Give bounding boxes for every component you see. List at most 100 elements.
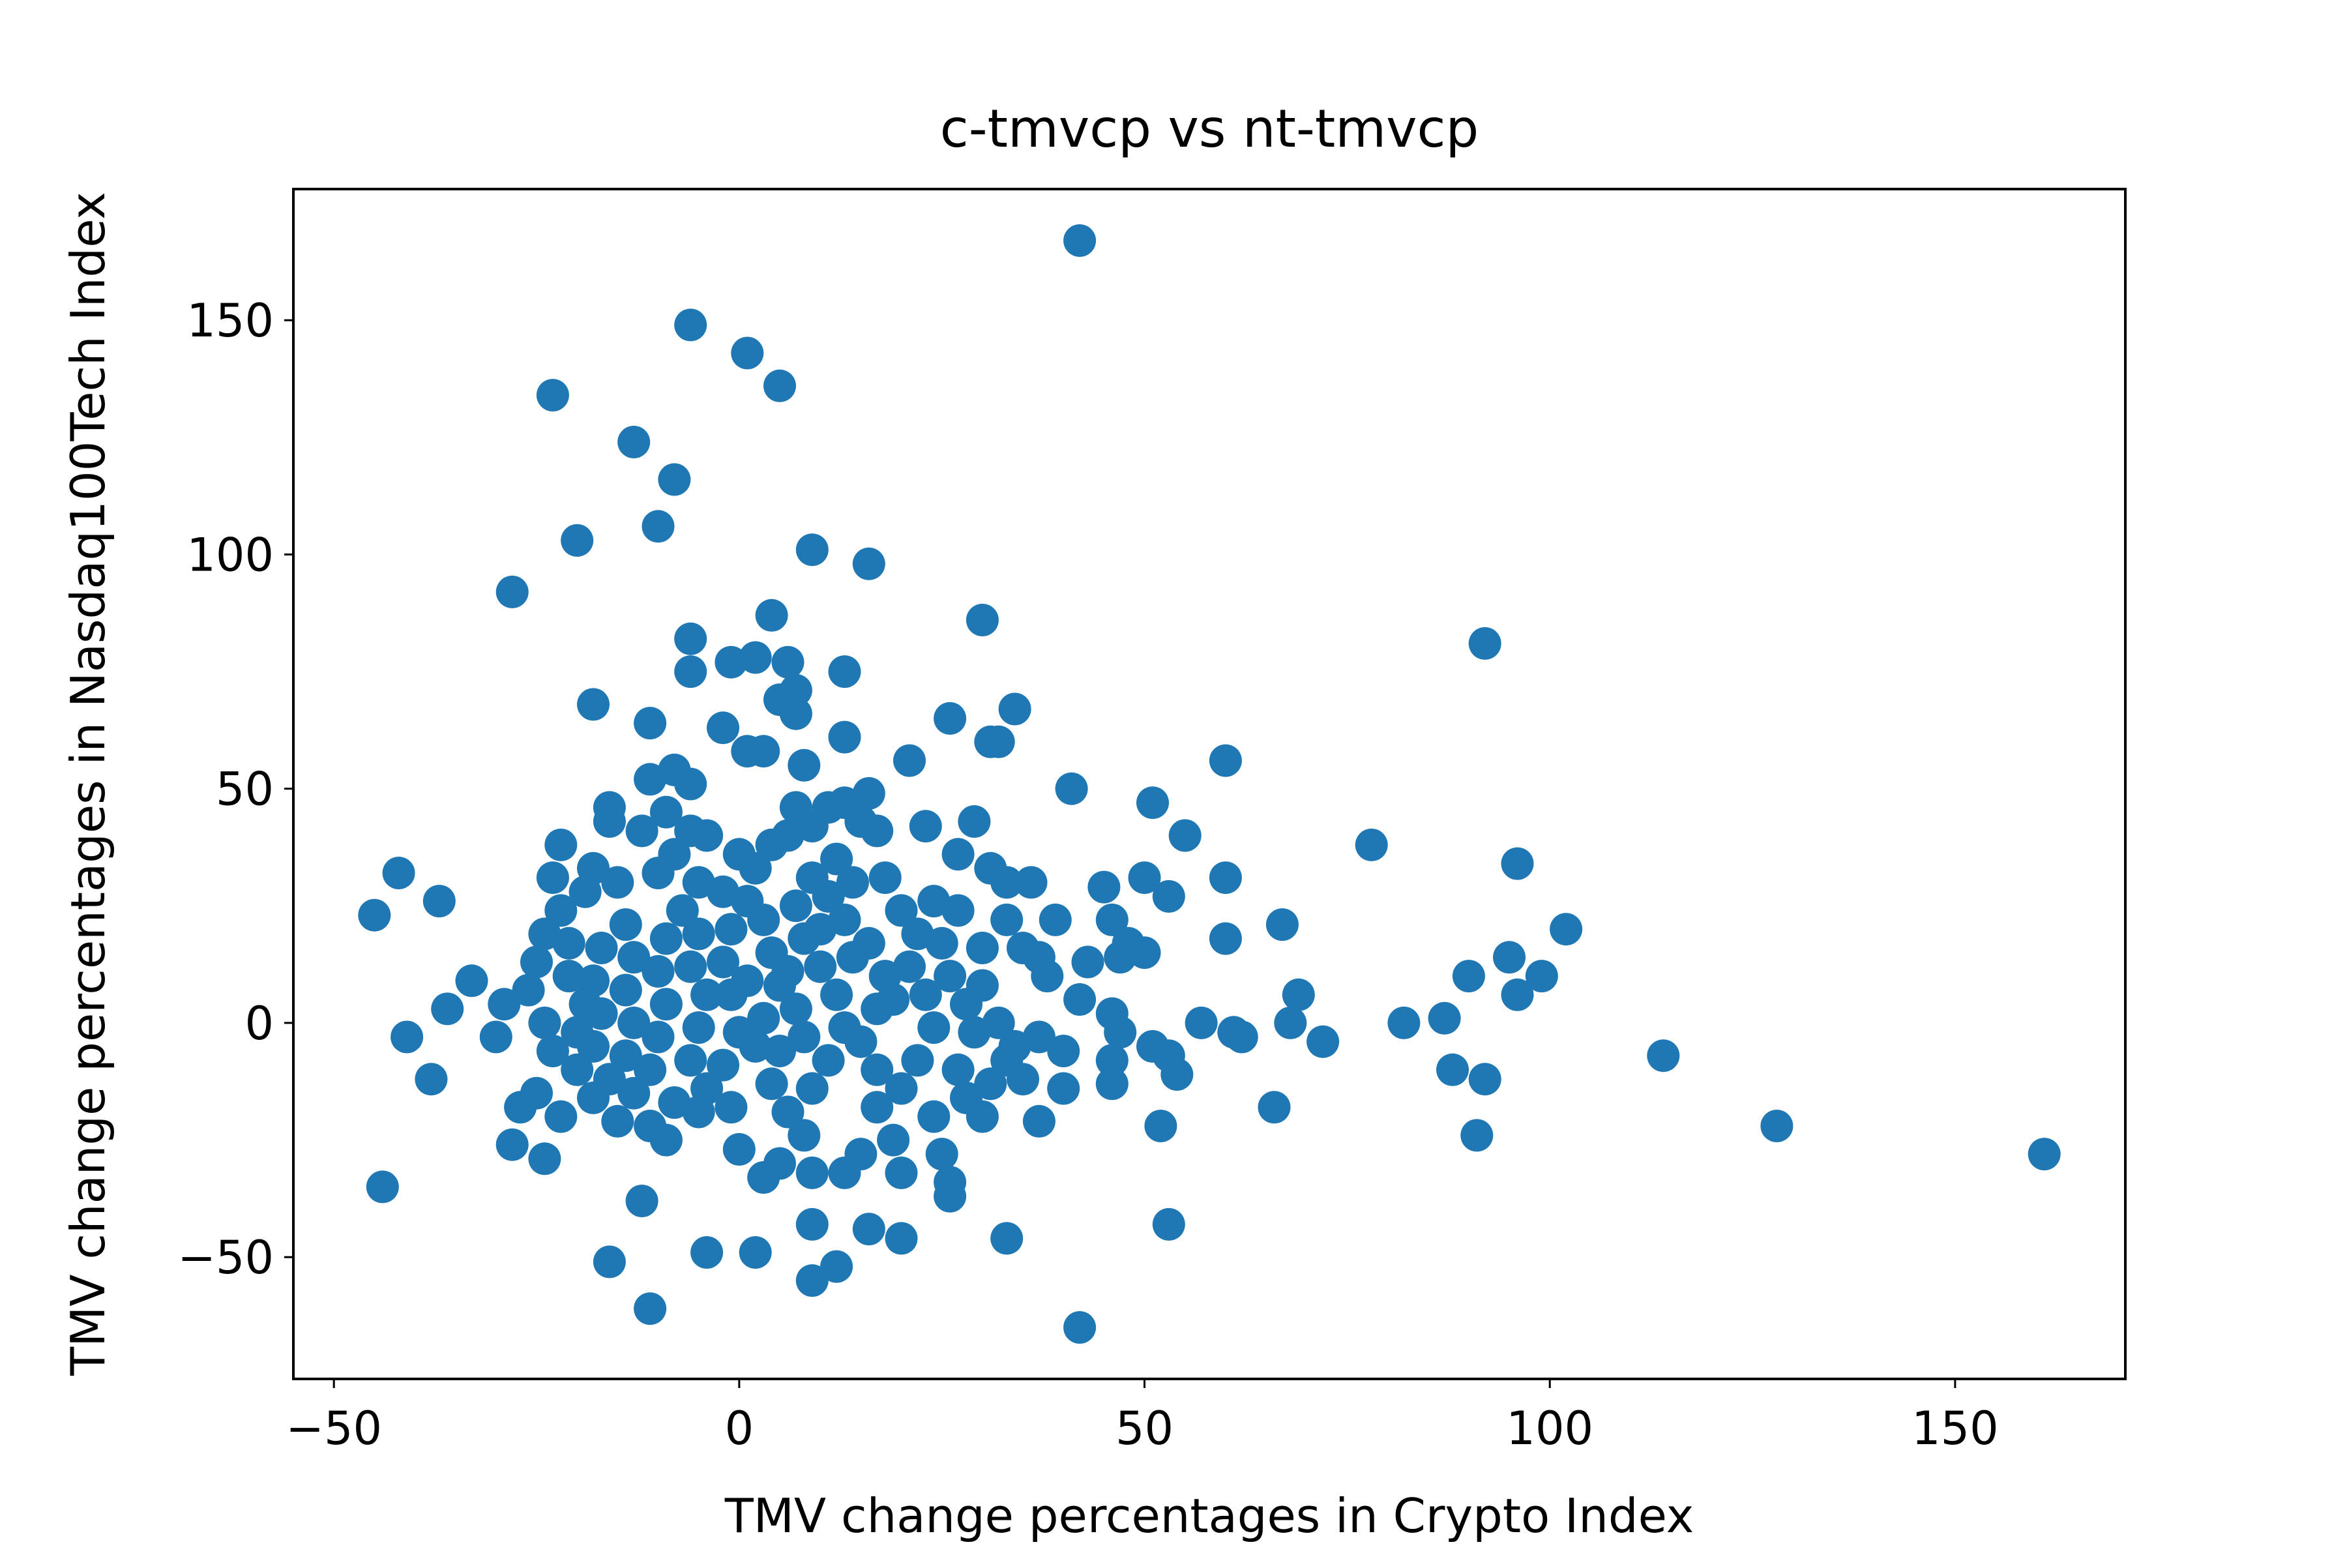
data-point-81 — [885, 1222, 918, 1255]
y-axis-label: TMV change percentages in Nasdaq100Tech … — [61, 192, 115, 1376]
data-point-212 — [755, 1067, 788, 1101]
x-tick-label-1: 0 — [725, 1402, 754, 1455]
data-point-17 — [715, 645, 748, 679]
data-point-4 — [536, 379, 569, 412]
data-point-133 — [974, 851, 1007, 885]
data-point-172 — [649, 795, 683, 829]
data-point-168 — [577, 851, 610, 885]
data-point-11 — [495, 575, 529, 608]
data-point-100 — [1525, 960, 1558, 993]
data-point-108 — [1265, 908, 1299, 941]
data-point-119 — [1104, 941, 1137, 974]
plot-frame — [292, 188, 2127, 1380]
data-point-63 — [415, 1063, 448, 1096]
data-point-5 — [617, 426, 651, 458]
data-point-54 — [1128, 861, 1161, 895]
data-point-92 — [1647, 1039, 1680, 1072]
data-point-242 — [585, 932, 618, 964]
data-point-166 — [536, 861, 569, 895]
data-point-267 — [917, 1100, 951, 1133]
x-axis-label: TMV change percentages in Crypto Index — [724, 1488, 1694, 1543]
data-point-76 — [739, 1236, 772, 1269]
data-point-38 — [634, 763, 667, 796]
data-point-46 — [1168, 819, 1202, 852]
data-point-143 — [885, 1156, 918, 1189]
points-layer — [358, 224, 2061, 1344]
data-point-120 — [1071, 945, 1104, 979]
data-point-259 — [877, 983, 910, 1016]
data-point-125 — [1063, 983, 1097, 1016]
data-point-35 — [1209, 744, 1242, 777]
y-tick-label-4: 150 — [186, 294, 274, 348]
data-point-206 — [804, 950, 837, 983]
data-point-57 — [382, 857, 415, 889]
data-point-103 — [1428, 1001, 1461, 1035]
y-tick-label-2: 50 — [216, 763, 274, 816]
data-point-16 — [674, 655, 707, 688]
data-point-266 — [950, 1081, 982, 1114]
data-point-207 — [820, 978, 853, 1011]
data-point-192 — [909, 978, 942, 1011]
data-point-111 — [1225, 1020, 1258, 1054]
data-point-256 — [771, 954, 804, 988]
data-point-241 — [609, 908, 642, 941]
data-point-219 — [715, 913, 748, 946]
data-point-60 — [455, 964, 488, 998]
data-point-106 — [1274, 1006, 1307, 1039]
data-point-52 — [958, 805, 991, 838]
y-tick-label-3: 100 — [186, 528, 274, 582]
data-point-228 — [674, 950, 707, 983]
data-point-162 — [512, 973, 545, 1007]
data-point-23 — [779, 697, 812, 730]
data-point-67 — [495, 1128, 529, 1161]
data-point-257 — [804, 913, 837, 946]
data-point-208 — [828, 1011, 861, 1044]
y-axis: −50 0 50 100 150 — [177, 294, 293, 1284]
data-point-156 — [634, 1110, 667, 1142]
data-point-171 — [625, 814, 658, 848]
data-point-82 — [990, 1222, 1024, 1255]
data-point-196 — [861, 1053, 894, 1086]
data-point-231 — [649, 922, 683, 955]
data-point-269 — [990, 903, 1024, 936]
data-point-26 — [707, 711, 739, 745]
x-tick-label-0: −50 — [286, 1402, 382, 1455]
data-point-1 — [674, 308, 707, 342]
data-point-12 — [966, 604, 999, 636]
data-point-9 — [795, 533, 829, 567]
data-point-153 — [715, 1091, 748, 1124]
data-point-83 — [1063, 1311, 1097, 1344]
data-point-236 — [617, 1076, 651, 1110]
data-point-39 — [674, 767, 707, 801]
data-point-148 — [795, 1156, 829, 1189]
data-point-6 — [658, 463, 691, 496]
x-tick-label-2: 50 — [1115, 1402, 1174, 1455]
data-point-48 — [544, 828, 578, 861]
data-point-188 — [868, 861, 902, 895]
data-point-258 — [836, 941, 869, 974]
data-point-40 — [1055, 772, 1088, 805]
data-point-107 — [1282, 978, 1315, 1011]
data-point-109 — [1209, 922, 1242, 955]
data-point-237 — [609, 1039, 642, 1072]
data-point-58 — [358, 898, 391, 932]
data-point-264 — [1007, 1063, 1039, 1096]
data-point-59 — [422, 885, 456, 918]
data-point-27 — [998, 692, 1031, 726]
data-point-265 — [974, 1067, 1007, 1101]
data-point-79 — [795, 1207, 829, 1241]
data-point-246 — [568, 988, 602, 1021]
data-point-68 — [528, 1142, 561, 1176]
data-point-105 — [1306, 1025, 1340, 1058]
data-point-160 — [536, 1035, 569, 1067]
data-point-193 — [917, 1011, 951, 1044]
data-point-62 — [391, 1020, 424, 1054]
data-point-41 — [1136, 786, 1169, 820]
data-point-195 — [885, 1072, 918, 1105]
data-point-230 — [666, 894, 699, 927]
data-point-49 — [1501, 847, 1534, 880]
data-point-187 — [836, 866, 869, 899]
data-point-152 — [722, 1132, 756, 1166]
